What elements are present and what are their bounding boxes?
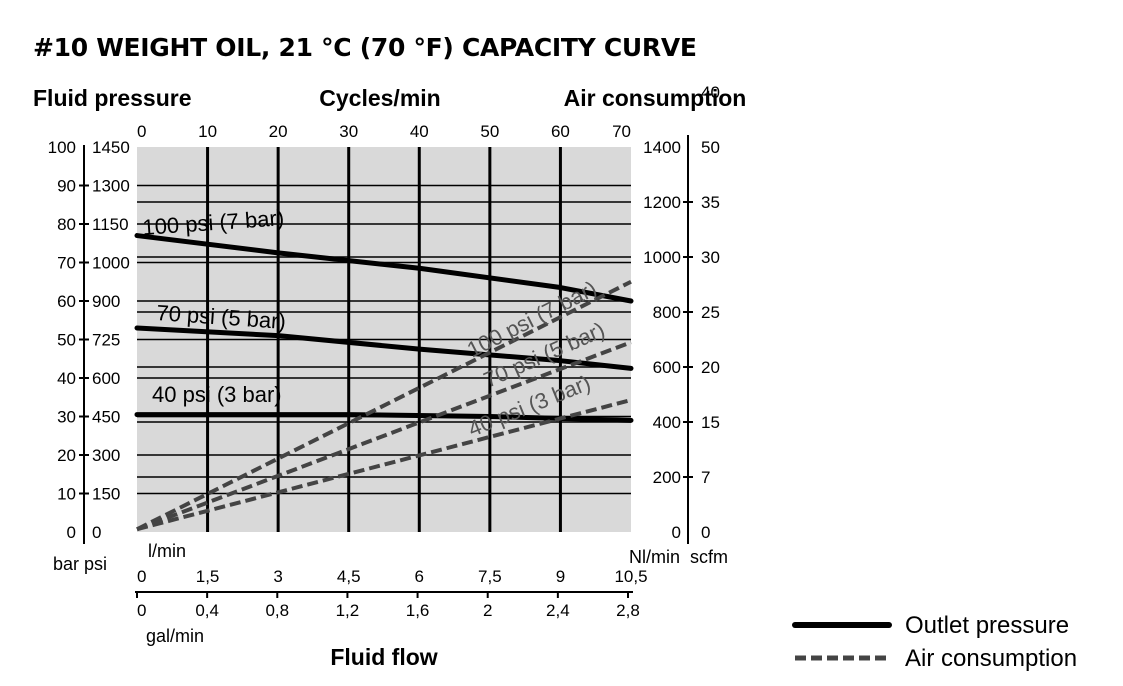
outlet-pressure-line xyxy=(134,233,634,304)
bar-tick-label: 80 xyxy=(57,215,76,234)
gpm-tick-label: 0,4 xyxy=(195,601,219,620)
psi-tick-label: 0 xyxy=(92,523,101,542)
gpm-tick-label: 1,6 xyxy=(406,601,430,620)
scfm-tick-label: 40 xyxy=(701,83,720,102)
legend: Outlet pressure Air consumption xyxy=(792,612,1077,672)
lmin-tick-label: 6 xyxy=(415,567,424,586)
cycles-tick-label: 0 xyxy=(137,122,146,141)
psi-tick-label: 150 xyxy=(92,485,120,504)
nlmin-tick-label: 1400 xyxy=(643,138,681,157)
axes: 0102030405060708090100015030045060072590… xyxy=(48,83,720,620)
lmin-tick-label: 7,5 xyxy=(478,567,502,586)
bar-tick-label: 50 xyxy=(57,331,76,350)
cycles-tick-label: 20 xyxy=(269,122,288,141)
cycles-tick-label: 70 xyxy=(612,122,631,141)
lmin-tick-label: 4,5 xyxy=(337,567,361,586)
gpm-tick-label: 2,8 xyxy=(616,601,640,620)
scfm-tick-label: 35 xyxy=(701,193,720,212)
legend-outlet-label: Outlet pressure xyxy=(905,612,1069,639)
nlmin-tick-label: 400 xyxy=(653,413,681,432)
bar-tick-label: 100 xyxy=(48,138,76,157)
fluid-flow-label: Fluid flow xyxy=(330,644,437,670)
outlet-pressure-line xyxy=(134,325,634,371)
nlmin-tick-label: 200 xyxy=(653,468,681,487)
cycles-tick-label: 50 xyxy=(480,122,499,141)
outlet-series-label: 40 psi (3 bar) xyxy=(152,382,282,407)
nlmin-tick-label: 1200 xyxy=(643,193,681,212)
gpm-tick-label: 2 xyxy=(483,601,492,620)
bar-tick-label: 90 xyxy=(57,177,76,196)
lmin-tick-label: 3 xyxy=(273,567,282,586)
psi-tick-label: 600 xyxy=(92,369,120,388)
scfm-unit-label: scfm xyxy=(690,547,728,567)
psi-tick-label: 450 xyxy=(92,408,120,427)
psi-tick-label: 900 xyxy=(92,292,120,311)
gpm-tick-label: 0 xyxy=(137,601,146,620)
air-consumption-line xyxy=(136,398,632,532)
lmin-tick-label: 1,5 xyxy=(196,567,220,586)
bar-tick-label: 40 xyxy=(57,369,76,388)
scfm-tick-label: 0 xyxy=(701,523,710,542)
cycles-tick-label: 10 xyxy=(198,122,217,141)
bar-unit-label: bar xyxy=(53,554,79,574)
nlmin-tick-label: 800 xyxy=(653,303,681,322)
gpm-tick-label: 0,8 xyxy=(265,601,289,620)
nlmin-unit-label: Nl/min xyxy=(629,547,680,567)
bar-tick-label: 60 xyxy=(57,292,76,311)
scfm-tick-label: 30 xyxy=(701,248,720,267)
chart-title: #10 WEIGHT OIL, 21 °C (70 °F) CAPACITY C… xyxy=(33,33,697,62)
psi-tick-label: 1300 xyxy=(92,177,130,196)
psi-tick-label: 1450 xyxy=(92,138,130,157)
bar-tick-label: 10 xyxy=(57,485,76,504)
scfm-tick-label: 50 xyxy=(701,138,720,157)
scfm-tick-label: 15 xyxy=(701,413,720,432)
gpm-unit-label: gal/min xyxy=(146,626,204,646)
cycles-per-min-header: Cycles/min xyxy=(319,85,440,111)
psi-tick-label: 1150 xyxy=(92,215,129,234)
scfm-tick-label: 7 xyxy=(701,468,710,487)
nlmin-tick-label: 0 xyxy=(672,523,681,542)
psi-tick-label: 725 xyxy=(92,331,120,350)
scfm-tick-label: 25 xyxy=(701,303,720,322)
bar-tick-label: 30 xyxy=(57,408,76,427)
bar-tick-label: 20 xyxy=(57,446,76,465)
gpm-tick-label: 1,2 xyxy=(336,601,360,620)
lmin-tick-label: 0 xyxy=(137,567,146,586)
air-consumption-header: Air consumption xyxy=(564,85,747,111)
cycles-tick-label: 30 xyxy=(339,122,358,141)
psi-tick-label: 1000 xyxy=(92,254,130,273)
scfm-tick-label: 20 xyxy=(701,358,720,377)
lmin-tick-label: 9 xyxy=(556,567,565,586)
air-consumption-line xyxy=(136,340,632,532)
bar-tick-label: 0 xyxy=(67,523,76,542)
psi-tick-label: 300 xyxy=(92,446,120,465)
air-consumption-line xyxy=(136,279,632,532)
plot-area xyxy=(137,147,631,532)
gpm-tick-label: 2,4 xyxy=(546,601,570,620)
legend-air-label: Air consumption xyxy=(905,645,1077,672)
bar-tick-label: 70 xyxy=(57,254,76,273)
cycles-tick-label: 60 xyxy=(551,122,570,141)
lmin-tick-label: 10,5 xyxy=(614,567,647,586)
cycles-tick-label: 40 xyxy=(410,122,429,141)
fluid-pressure-header: Fluid pressure xyxy=(33,85,191,111)
psi-unit-label: psi xyxy=(84,554,107,574)
nlmin-tick-label: 1000 xyxy=(643,248,681,267)
nlmin-tick-label: 600 xyxy=(653,358,681,377)
lmin-unit-label: l/min xyxy=(148,541,186,561)
